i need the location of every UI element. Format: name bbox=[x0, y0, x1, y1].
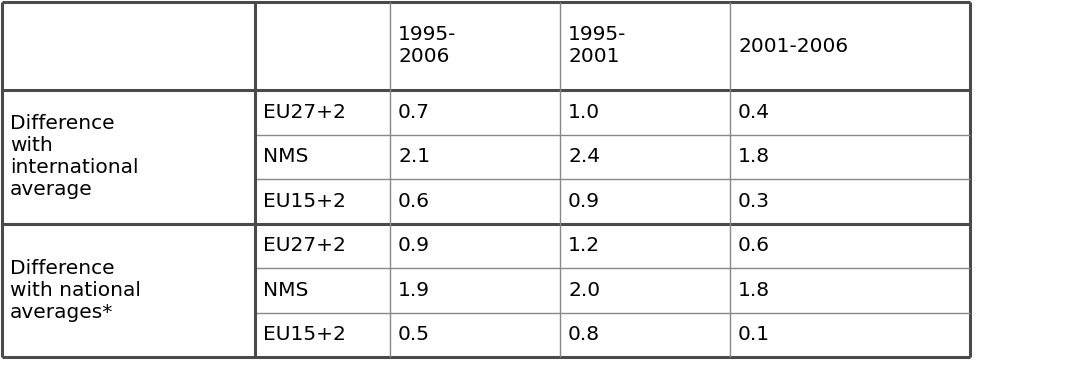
Text: NMS: NMS bbox=[263, 281, 308, 300]
Text: 0.1: 0.1 bbox=[738, 325, 770, 344]
Text: 0.3: 0.3 bbox=[738, 192, 770, 211]
Text: 0.6: 0.6 bbox=[738, 236, 770, 255]
Text: 0.7: 0.7 bbox=[398, 103, 430, 122]
Text: 2.0: 2.0 bbox=[568, 281, 600, 300]
Text: 0.5: 0.5 bbox=[398, 325, 430, 344]
Text: 0.8: 0.8 bbox=[568, 325, 600, 344]
Text: 1.9: 1.9 bbox=[398, 281, 430, 300]
Text: 1995-
2006: 1995- 2006 bbox=[398, 26, 457, 66]
Text: 2.4: 2.4 bbox=[568, 147, 600, 166]
Text: 0.9: 0.9 bbox=[398, 236, 430, 255]
Text: 1995-
2001: 1995- 2001 bbox=[568, 26, 627, 66]
Text: 1.8: 1.8 bbox=[738, 281, 770, 300]
Text: 0.4: 0.4 bbox=[738, 103, 770, 122]
Text: EU27+2: EU27+2 bbox=[263, 236, 346, 255]
Text: 1.0: 1.0 bbox=[568, 103, 600, 122]
Text: 0.6: 0.6 bbox=[398, 192, 430, 211]
Text: Difference
with national
averages*: Difference with national averages* bbox=[10, 259, 141, 322]
Text: 1.8: 1.8 bbox=[738, 147, 770, 166]
Text: 2.1: 2.1 bbox=[398, 147, 430, 166]
Text: 0.9: 0.9 bbox=[568, 192, 600, 211]
Text: 2001-2006: 2001-2006 bbox=[738, 36, 848, 55]
Text: 1.2: 1.2 bbox=[568, 236, 600, 255]
Text: EU15+2: EU15+2 bbox=[263, 192, 346, 211]
Text: Difference
with
international
average: Difference with international average bbox=[10, 114, 139, 199]
Text: NMS: NMS bbox=[263, 147, 308, 166]
Text: EU27+2: EU27+2 bbox=[263, 103, 346, 122]
Text: EU15+2: EU15+2 bbox=[263, 325, 346, 344]
